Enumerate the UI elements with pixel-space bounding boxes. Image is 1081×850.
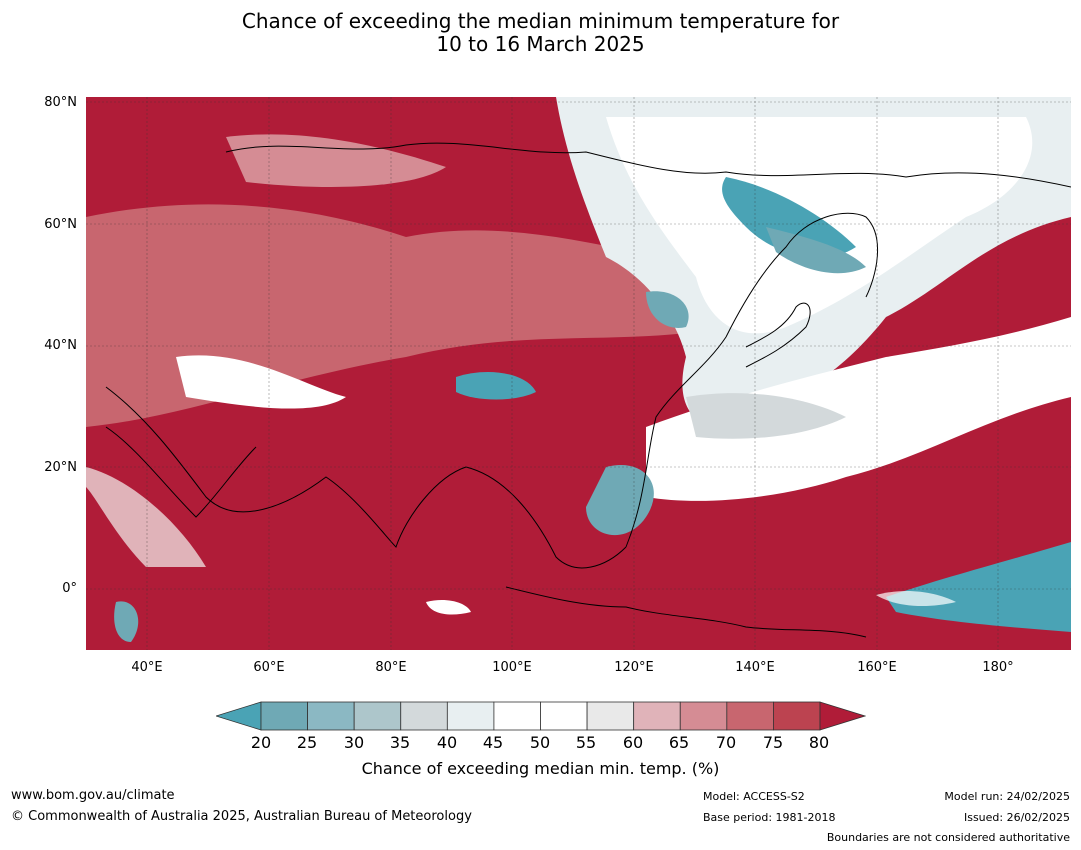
region-teal-east-africa: [114, 601, 139, 642]
colorbar-tick-75: 75: [762, 733, 784, 752]
colorbar-extend-low: [216, 701, 262, 731]
lon-label-40e: 40°E: [131, 660, 163, 675]
footer-copyright: © Commonwealth of Australia 2025, Austra…: [11, 809, 472, 824]
region-white-indian-ocean: [426, 600, 471, 615]
colorbar-tick-60: 60: [622, 733, 644, 752]
lon-label-120e: 120°E: [614, 660, 654, 675]
lon-label-100e: 100°E: [492, 660, 532, 675]
colorbar-bin-45-50: [493, 701, 541, 731]
lon-label-180: 180°: [982, 660, 1014, 675]
title-line-2: 10 to 16 March 2025: [436, 32, 645, 56]
colorbar-bin-25-30: [307, 701, 355, 731]
lat-label-40n: 40°N: [44, 338, 77, 353]
lon-label-60e: 60°E: [253, 660, 285, 675]
region-20-25-equatorial-pacific: [886, 542, 1071, 632]
coastline-north-asia: [225, 142, 1071, 188]
lat-label-60n: 60°N: [44, 217, 77, 232]
colorbar-tick-25: 25: [296, 733, 318, 752]
lon-label-140e: 140°E: [735, 660, 775, 675]
colorbar-tick-50: 50: [529, 733, 551, 752]
footer-issued: Issued: 26/02/2025: [963, 811, 1070, 824]
lon-label-160e: 160°E: [857, 660, 897, 675]
region-20-25-siberia: [722, 177, 856, 258]
footer-base-period: Base period: 1981-2018: [703, 811, 836, 824]
region-teal-korea: [646, 291, 689, 328]
footer-url: www.bom.gov.au/climate: [11, 788, 175, 803]
region-pink-north: [226, 134, 446, 187]
colorbar-tick-70: 70: [715, 733, 737, 752]
colorbar-tick-65: 65: [668, 733, 690, 752]
colorbar-tick-80: 80: [808, 733, 830, 752]
region-60-65-west: [86, 467, 206, 567]
colorbar: [216, 701, 866, 731]
colorbar-bin-40-45: [446, 701, 495, 731]
colorbar-bin-50-55: [540, 701, 588, 731]
coastline-japan: [745, 302, 811, 368]
colorbar-tick-30: 30: [343, 733, 365, 752]
colorbar-extend-high: [819, 701, 866, 731]
coastline-indonesia: [505, 586, 867, 638]
region-white-equatorial-pacific: [876, 591, 956, 607]
footer-disclaimer: Boundaries are not considered authoritat…: [826, 831, 1070, 844]
region-50-55-central: [176, 355, 346, 409]
colorbar-tick-45: 45: [482, 733, 504, 752]
lat-label-20n: 20°N: [44, 460, 77, 475]
colorbar-bin-55-60: [586, 701, 635, 731]
colorbar-bin-20-25: [260, 701, 308, 731]
lon-label-80e: 80°E: [375, 660, 407, 675]
coastline-east-asia: [625, 212, 879, 548]
region-white-pacific: [646, 317, 1071, 501]
probability-map: [86, 97, 1071, 650]
region-25-30-seasia: [586, 465, 654, 536]
chart-title: Chance of exceeding the median minimum t…: [0, 10, 1081, 56]
coastline-south-asia: [105, 386, 627, 569]
map-panel: [86, 97, 1071, 650]
region-25-30-siberia: [766, 227, 866, 274]
region-grey-pacific: [686, 393, 846, 439]
footer-model: Model: ACCESS-S2: [703, 790, 805, 803]
footer-model-run: Model run: 24/02/2025: [944, 790, 1070, 803]
colorbar-bin-75-80: [773, 701, 821, 731]
colorbar-bin-30-35: [353, 701, 402, 731]
colorbar-bin-35-40: [400, 701, 448, 731]
colorbar-tick-20: 20: [250, 733, 272, 752]
lat-label-80n: 80°N: [44, 95, 77, 110]
colorbar-label: Chance of exceeding median min. temp. (%…: [361, 759, 720, 778]
coastline-arabia: [105, 426, 257, 518]
colorbar-tick-35: 35: [389, 733, 411, 752]
colorbar-tick-55: 55: [575, 733, 597, 752]
colorbar-bin-60-65: [633, 701, 681, 731]
region-teal-tibet: [456, 372, 536, 400]
lat-label-0: 0°: [62, 581, 77, 596]
title-line-1: Chance of exceeding the median minimum t…: [241, 9, 840, 33]
colorbar-bin-65-70: [679, 701, 728, 731]
colorbar-bin-70-75: [726, 701, 774, 731]
colorbar-tick-40: 40: [436, 733, 458, 752]
